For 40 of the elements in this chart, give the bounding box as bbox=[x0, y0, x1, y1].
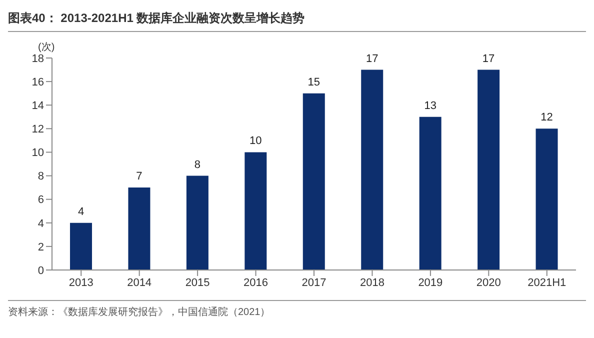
data-label: 17 bbox=[482, 52, 495, 65]
y-tick-label: 2 bbox=[38, 241, 44, 254]
bar bbox=[302, 93, 325, 270]
x-tick-label: 2021H1 bbox=[528, 276, 566, 289]
text: 资料来源：《数据库发展研究报告》，中国信通院（2021） bbox=[8, 306, 272, 319]
y-tick-label: 12 bbox=[32, 124, 44, 136]
bar bbox=[186, 176, 208, 270]
y-tick-label: 8 bbox=[38, 170, 44, 183]
x-tick-label: 2017 bbox=[302, 276, 326, 289]
y-tick-label: 16 bbox=[32, 76, 44, 88]
bar bbox=[419, 116, 442, 270]
x-tick-label: 2015 bbox=[185, 276, 210, 289]
y-tick-label: 4 bbox=[38, 218, 44, 230]
bar bbox=[128, 188, 150, 270]
data-label: 12 bbox=[540, 112, 553, 124]
y-tick-label: 14 bbox=[32, 100, 44, 112]
y-tick-label: 0 bbox=[38, 264, 44, 277]
y-tick-label: 10 bbox=[32, 147, 44, 160]
data-label: 8 bbox=[194, 158, 201, 171]
bar bbox=[478, 70, 500, 270]
data-label: 4 bbox=[78, 206, 84, 218]
x-tick-label: 2016 bbox=[244, 276, 268, 289]
data-label: 15 bbox=[308, 76, 320, 88]
bar bbox=[244, 152, 267, 270]
bar bbox=[536, 128, 558, 270]
y-tick-label: 18 bbox=[32, 52, 44, 65]
x-tick-label: 2019 bbox=[418, 276, 443, 289]
bar bbox=[70, 222, 92, 270]
data-label: 17 bbox=[366, 52, 378, 65]
y-axis-title: (次) bbox=[37, 41, 56, 54]
x-tick-label: 2018 bbox=[360, 276, 384, 289]
x-tick-label: 2013 bbox=[68, 276, 94, 289]
data-label: 10 bbox=[250, 135, 262, 148]
x-tick-label: 2020 bbox=[476, 276, 501, 289]
bar bbox=[361, 70, 384, 270]
y-tick-label: 6 bbox=[38, 194, 44, 206]
x-tick-label: 2014 bbox=[127, 276, 152, 289]
data-label: 13 bbox=[424, 100, 436, 112]
chart-title: 图表40： 2013-2021H1 数据库企业融资次数呈增长趋势 bbox=[8, 8, 586, 32]
data-label: 7 bbox=[136, 170, 142, 183]
